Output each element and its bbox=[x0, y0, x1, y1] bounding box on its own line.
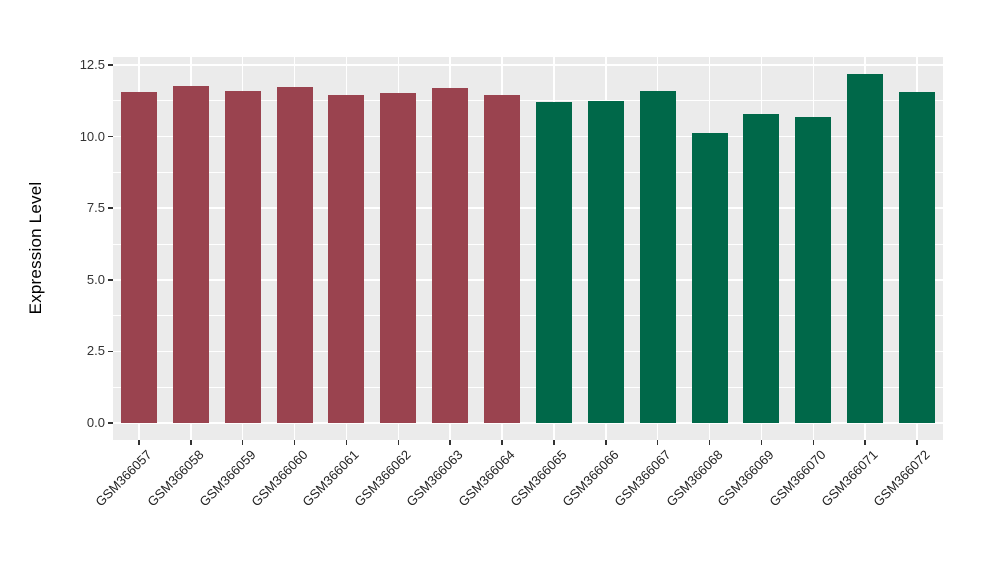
x-tick-mark bbox=[241, 440, 244, 445]
y-tick-mark bbox=[108, 350, 113, 353]
bar-GSM366059 bbox=[224, 90, 261, 423]
x-tick-mark bbox=[812, 440, 815, 445]
gridline-major bbox=[113, 350, 943, 353]
plot-panel bbox=[113, 57, 943, 440]
x-tick-mark bbox=[916, 440, 918, 445]
bar-GSM366070 bbox=[795, 116, 832, 423]
y-tick-mark bbox=[108, 135, 113, 138]
bar-GSM366071 bbox=[847, 74, 884, 423]
y-tick-mark bbox=[108, 64, 113, 66]
gridline-minor bbox=[113, 386, 943, 388]
gridline-major bbox=[113, 135, 943, 138]
x-tick-mark bbox=[656, 440, 659, 445]
gridline-major bbox=[113, 207, 943, 209]
gridline-minor bbox=[113, 100, 943, 102]
bar-GSM366069 bbox=[743, 113, 780, 423]
x-tick-mark bbox=[397, 440, 400, 445]
x-tick-mark bbox=[605, 440, 607, 445]
x-tick-mark bbox=[293, 440, 296, 445]
x-tick-mark bbox=[190, 440, 192, 445]
x-tick-mark bbox=[864, 440, 866, 445]
x-tick-mark bbox=[501, 440, 503, 445]
y-tick-mark bbox=[108, 422, 113, 424]
bar-GSM366072 bbox=[899, 92, 936, 423]
gridline-major bbox=[113, 422, 943, 424]
x-tick-mark bbox=[449, 440, 451, 445]
y-tick-label: 5.0 bbox=[86, 271, 105, 287]
x-tick-mark bbox=[553, 440, 555, 445]
bar-GSM366063 bbox=[432, 87, 469, 423]
gridline-minor bbox=[113, 171, 943, 173]
bar-GSM366068 bbox=[691, 132, 728, 423]
y-axis-title-text: Expression Level bbox=[26, 181, 45, 315]
gridline-minor bbox=[113, 315, 943, 317]
x-tick-mark bbox=[345, 440, 348, 445]
bar-GSM366065 bbox=[535, 102, 572, 423]
bar-GSM366060 bbox=[276, 87, 313, 423]
gridline-minor bbox=[113, 243, 943, 245]
x-tick-mark bbox=[760, 440, 763, 445]
bar-GSM366057 bbox=[120, 92, 157, 423]
gridline-major bbox=[113, 279, 943, 281]
y-tick-label: 2.5 bbox=[86, 343, 105, 359]
x-tick-mark bbox=[708, 440, 711, 445]
bar-GSM366066 bbox=[587, 101, 624, 423]
bar-GSM366062 bbox=[380, 92, 417, 423]
bar-GSM366067 bbox=[639, 90, 676, 423]
bar-GSM366064 bbox=[484, 95, 521, 423]
y-tick-mark bbox=[108, 279, 113, 281]
x-tick-mark bbox=[138, 440, 140, 445]
y-tick-label: 10.0 bbox=[79, 128, 105, 144]
gridline-major bbox=[113, 64, 943, 66]
bar-GSM366058 bbox=[172, 85, 209, 423]
y-tick-mark bbox=[108, 207, 113, 209]
y-tick-label: 7.5 bbox=[86, 200, 105, 216]
y-tick-label: 0.0 bbox=[86, 415, 105, 430]
y-tick-label: 12.5 bbox=[79, 57, 105, 72]
bar-GSM366061 bbox=[328, 94, 365, 423]
